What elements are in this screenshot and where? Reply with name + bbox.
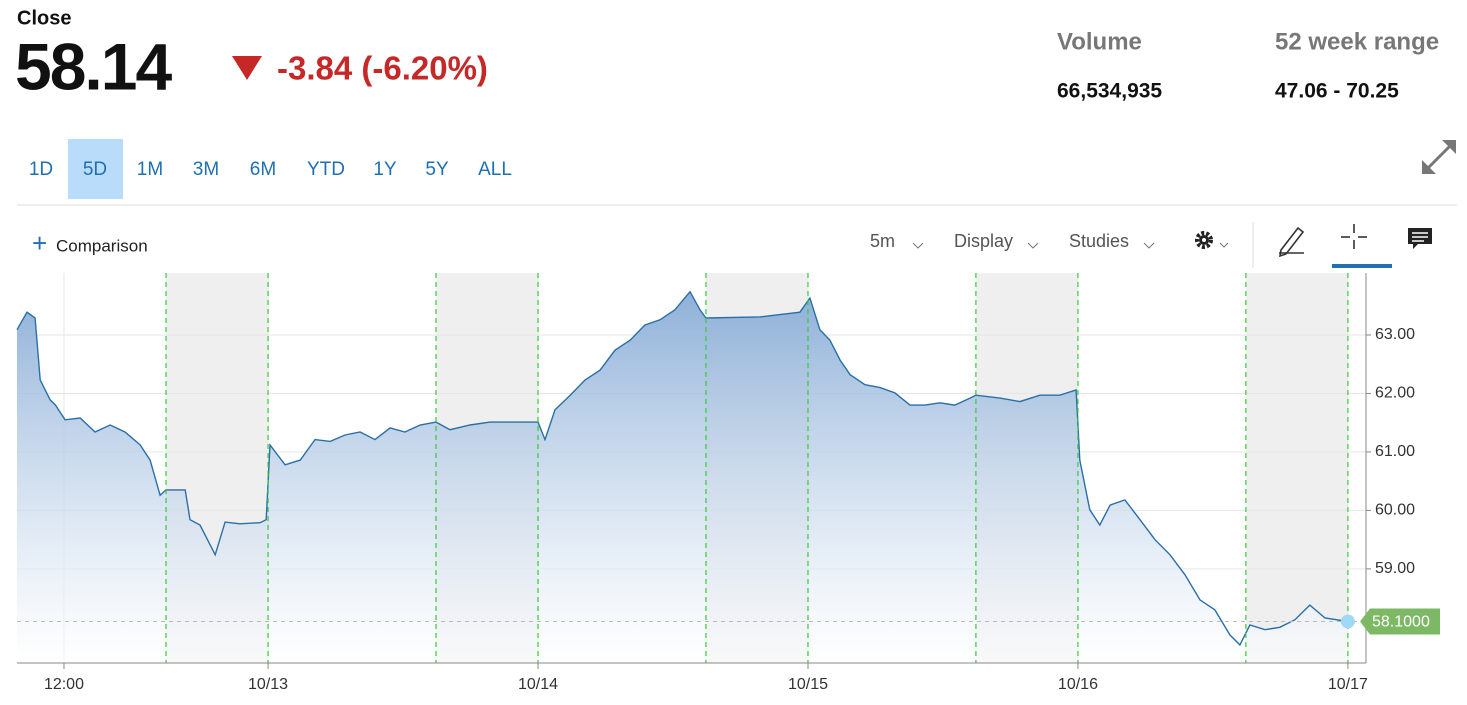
selected-tab-bg (68, 139, 123, 199)
stat-label: Volume (1057, 28, 1142, 55)
comment-icon[interactable] (1408, 228, 1432, 249)
range-tab[interactable]: 1D (29, 159, 53, 180)
y-tick-label: 63.00 (1375, 326, 1415, 343)
studies-menu[interactable]: Studies (1069, 231, 1129, 251)
y-tick-label: 61.00 (1375, 443, 1415, 460)
range-tab[interactable]: ALL (478, 159, 512, 180)
plus-icon[interactable]: + (32, 228, 47, 258)
x-tick-label: 10/15 (788, 676, 828, 693)
last-price-label: 58.1000 (1372, 614, 1430, 631)
chevron (1143, 242, 1155, 249)
range-tab[interactable]: 6M (250, 159, 276, 180)
down-arrow (232, 56, 262, 80)
close-label: Close (17, 7, 71, 29)
range-tab[interactable]: 5D (83, 159, 107, 180)
x-tick-label: 10/14 (518, 676, 558, 693)
expand-icon[interactable] (1422, 140, 1456, 174)
active-tool-underline (1332, 264, 1392, 268)
range-tab[interactable]: 1Y (373, 159, 397, 180)
range-tabs: 1D 5D 1M 3M 6M YTD 1Y 5Y ALL (29, 139, 512, 199)
last-price-tag (1360, 608, 1440, 635)
last-point (1340, 614, 1355, 629)
price: 58.14 (15, 29, 172, 103)
price-change: -3.84 (-6.20%) (277, 50, 488, 87)
x-tick-label: 10/17 (1328, 676, 1368, 693)
chevron (1027, 242, 1039, 249)
range-tab[interactable]: 3M (193, 159, 219, 180)
stat-value: 66,534,935 (1057, 80, 1162, 103)
settings-icon[interactable] (1195, 231, 1229, 249)
y-tick-label: 62.00 (1375, 385, 1415, 402)
closed-session (1245, 273, 1348, 663)
stat-value: 47.06 - 70.25 (1275, 80, 1399, 103)
range-tab[interactable]: YTD (307, 159, 345, 180)
price-area (17, 291, 1348, 663)
x-tick-label: 10/13 (248, 676, 288, 693)
x-tick-label: 10/16 (1058, 676, 1098, 693)
comparison-button[interactable]: Comparison (56, 236, 148, 255)
range-tab[interactable]: 1M (137, 159, 163, 180)
x-tick-label: 12:00 (44, 676, 84, 693)
y-tick-label: 59.00 (1375, 560, 1415, 577)
range-tab[interactable]: 5Y (425, 159, 449, 180)
crosshair-icon[interactable] (1341, 224, 1367, 249)
price-chart: 59.00 60.00 61.00 62.00 63.00 12:00 10/13 10/14… (16, 273, 1440, 693)
y-tick-label: 60.00 (1375, 502, 1415, 519)
stat-label: 52 week range (1275, 28, 1439, 55)
chevron (912, 242, 924, 249)
interval-menu[interactable]: 5m (870, 231, 895, 251)
display-menu[interactable]: Display (954, 231, 1013, 251)
price-line (16, 290, 1349, 647)
draw-icon[interactable] (1278, 226, 1305, 258)
